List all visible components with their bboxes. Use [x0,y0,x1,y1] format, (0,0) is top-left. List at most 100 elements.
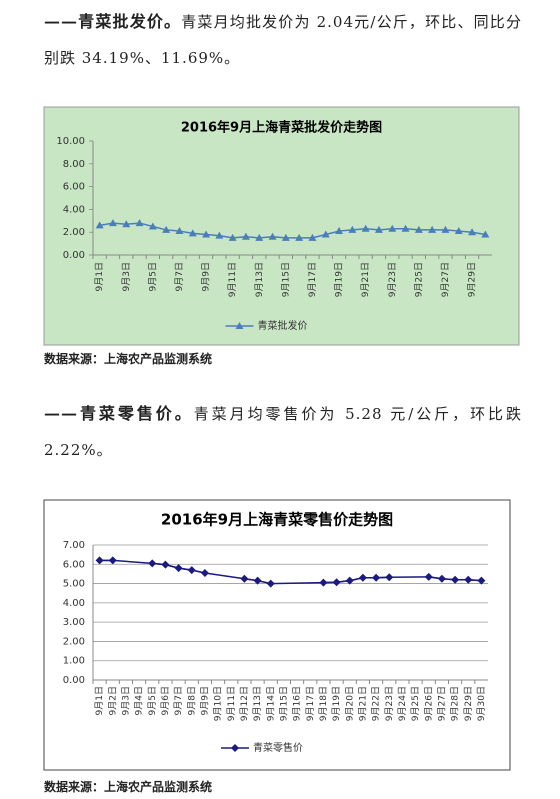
x-tick-label: 9月19日 [331,686,342,721]
chart-box [43,499,511,771]
marker [358,573,367,582]
marker [161,560,170,569]
marker [441,225,450,233]
x-tick-label: 9月29日 [467,262,478,297]
marker [268,232,277,240]
marker [122,220,131,228]
x-tick-label: 9月20日 [344,686,355,721]
x-tick-label: 9月12日 [239,686,250,721]
x-tick-label: 9月21日 [360,262,371,297]
x-tick-label: 9月7日 [174,262,185,291]
marker [175,227,184,235]
x-tick-label: 9月16日 [292,686,303,721]
x-tick-label: 9月9日 [199,686,210,715]
x-tick-label: 9月17日 [307,262,318,297]
marker [255,233,264,241]
y-tick-label: 10.00 [56,136,85,147]
marker [414,225,423,233]
marker [388,224,397,232]
marker [188,229,197,237]
marker [235,322,244,329]
x-tick-label: 9月15日 [278,686,289,721]
marker [95,556,104,565]
lead: ——青菜批发价。 [44,12,182,31]
marker [332,578,341,587]
y-tick-label: 4.00 [63,204,85,215]
y-tick-label: 1.00 [63,656,85,667]
x-tick-label: 9月8日 [186,686,197,715]
source: 数据来源：上海农产品监测系统 [44,352,213,366]
marker [401,224,410,232]
y-tick-label: 6.00 [63,559,85,570]
marker [108,556,117,565]
x-tick-label: 9月18日 [318,686,329,721]
marker [374,225,383,233]
marker [228,233,237,241]
x-tick-label: 9月23日 [384,686,395,721]
marker [477,576,486,585]
marker [348,225,357,233]
marker [428,225,437,233]
x-tick-label: 9月4日 [134,686,145,715]
marker [95,221,104,229]
marker [187,566,196,575]
y-tick-label: 2.00 [63,636,85,647]
legend-label: 青菜批发价 [258,319,308,332]
marker [319,578,328,587]
marker [335,227,344,235]
marker [162,225,171,233]
marker [174,564,183,573]
gap-connector [270,581,324,585]
marker [464,575,473,584]
marker [202,230,211,238]
marker [468,228,477,236]
x-tick-label: 9月2日 [107,686,118,715]
marker [281,233,290,241]
paragraph: ——青菜批发价。青菜月均批发价为 2.04元/公斤，环比、同比分别跌 34.19… [44,4,522,76]
x-tick-label: 9月9日 [201,262,212,291]
x-tick-label: 9月1日 [94,262,105,291]
marker [240,574,249,583]
y-tick-label: 5.00 [63,579,85,590]
gap-connector [204,572,245,580]
marker [454,227,463,235]
marker [231,744,239,752]
x-tick-label: 9月6日 [160,686,171,715]
x-tick-label: 9月28日 [450,686,461,721]
x-tick-label: 9月13日 [254,262,265,297]
x-tick-label: 9月5日 [147,262,158,291]
x-tick-label: 9月15日 [280,262,291,297]
marker [200,568,209,577]
marker [451,575,460,584]
marker [481,230,490,238]
x-tick-label: 9月7日 [173,686,184,715]
source: 数据来源：上海农产品监测系统 [44,780,213,794]
y-tick-label: 8.00 [63,159,85,170]
marker [345,576,354,585]
x-tick-label: 9月13日 [252,686,263,721]
x-tick-label: 9月1日 [94,686,105,715]
marker [361,224,370,232]
marker [148,559,157,568]
x-tick-label: 9月11日 [226,686,237,721]
y-tick-label: 3.00 [63,617,85,628]
x-tick-label: 9月23日 [387,262,398,297]
x-tick-label: 9月3日 [120,686,131,715]
marker [437,574,446,583]
x-tick-label: 9月10日 [213,686,224,721]
y-tick-label: 0.00 [63,250,85,261]
marker [308,233,317,241]
x-tick-label: 9月25日 [410,686,421,721]
marker [372,573,381,582]
x-tick-label: 9月26日 [423,686,434,721]
marker [385,573,394,582]
marker [266,579,275,588]
chart-title: 2016年9月上海青菜零售价走势图 [161,511,393,529]
x-tick-label: 9月24日 [397,686,408,721]
marker [241,232,250,240]
y-tick-label: 4.00 [63,598,85,609]
x-tick-label: 9月3日 [121,262,132,291]
body: 青菜月均批发价为 2.04元/公斤，环比、同比分别跌 34.19%、11.69%… [44,13,522,67]
